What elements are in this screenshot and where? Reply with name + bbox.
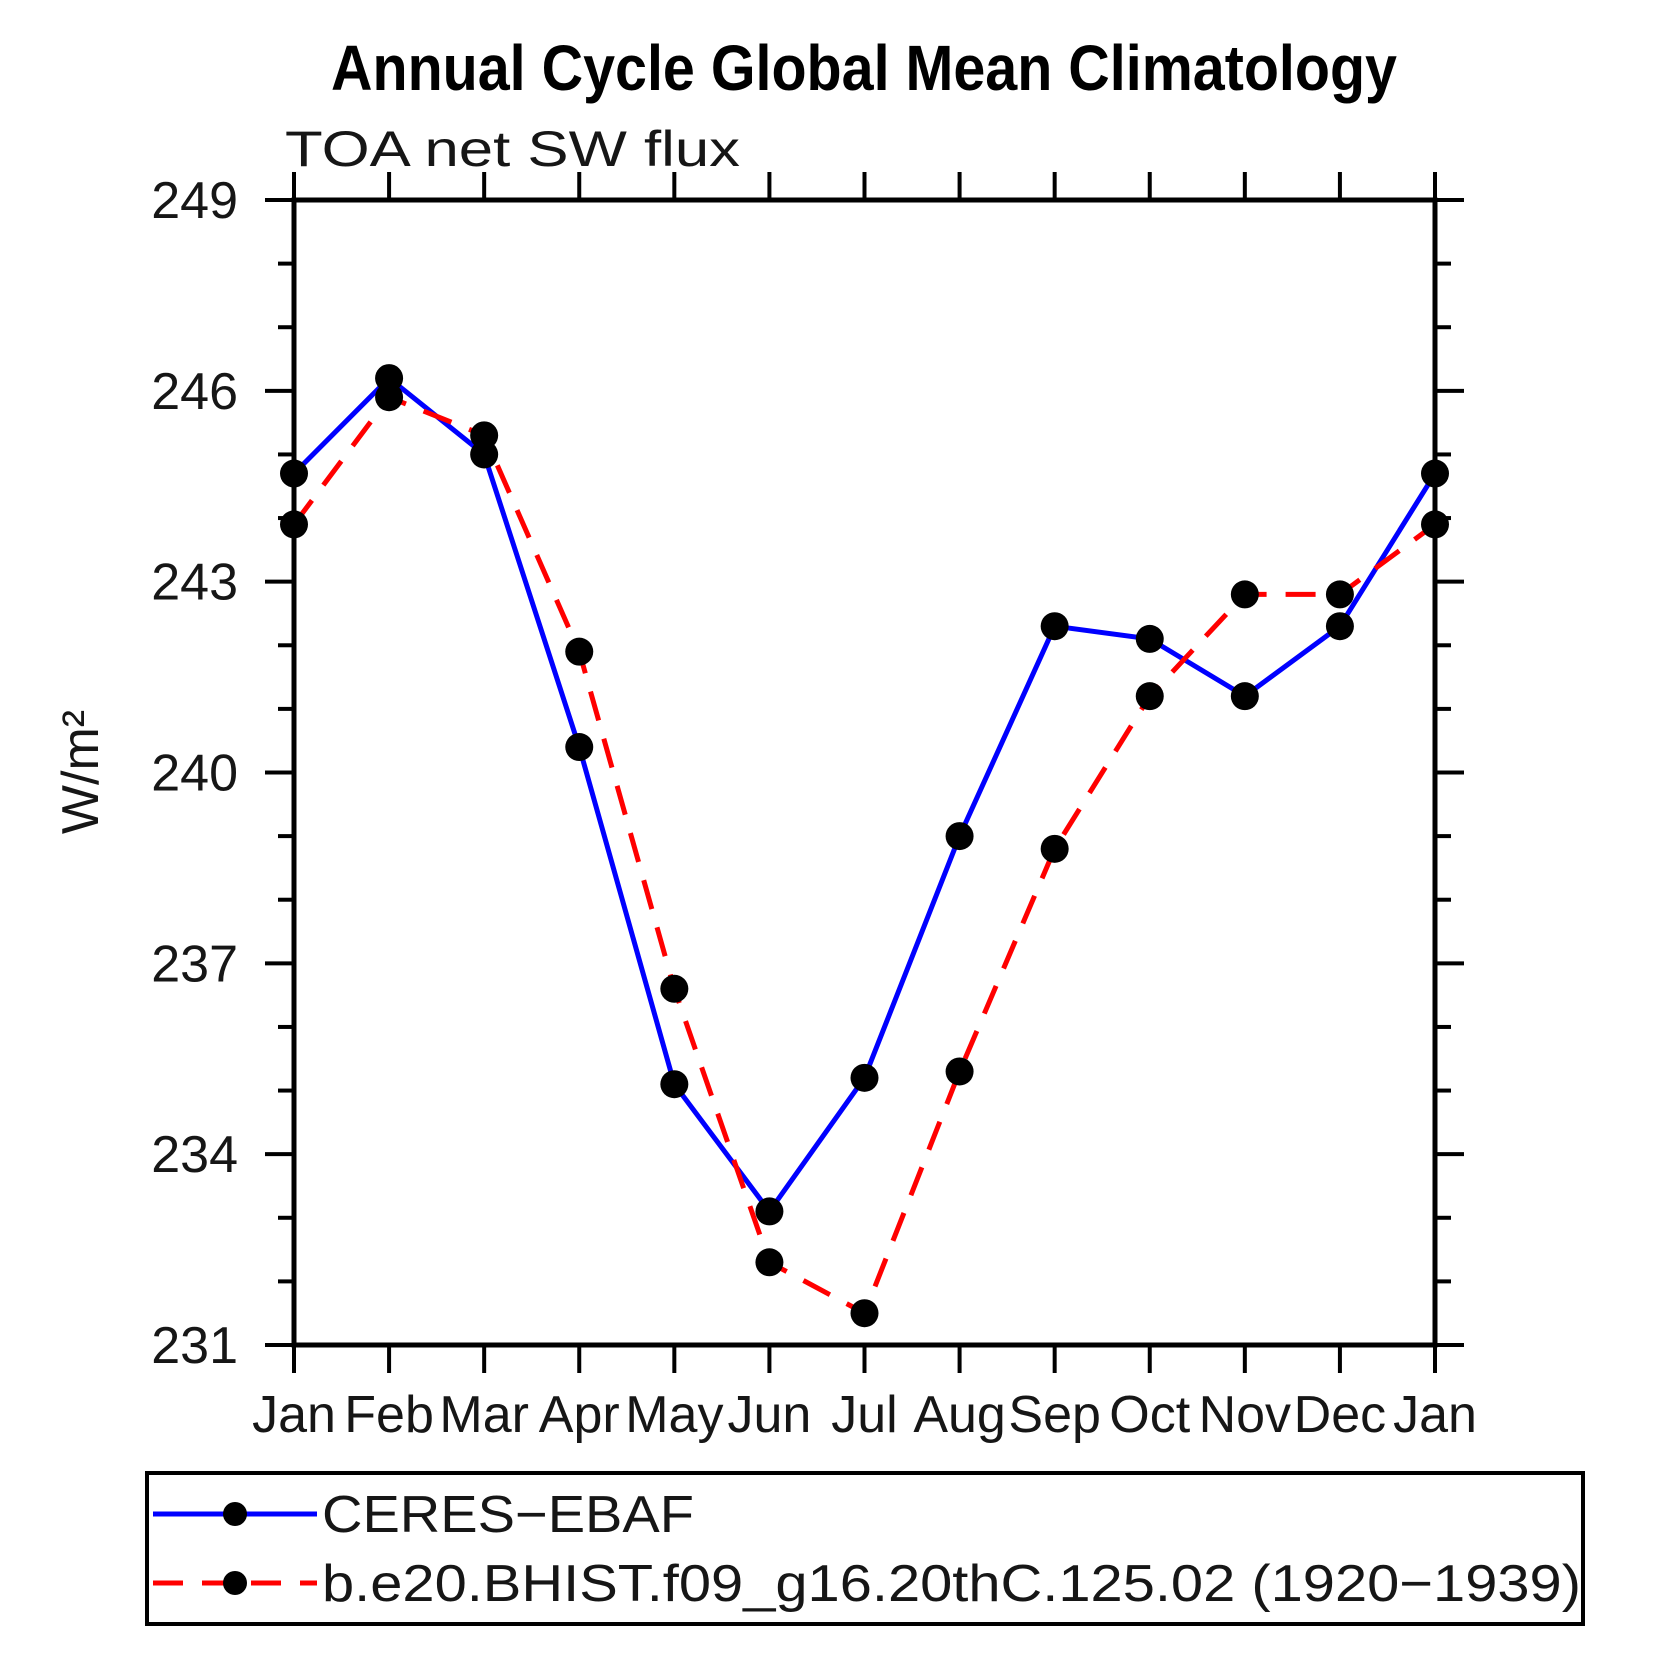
data-point-marker bbox=[565, 733, 594, 762]
data-point-marker bbox=[470, 421, 499, 450]
x-tick-label: Sep bbox=[1008, 1386, 1101, 1444]
legend: CERES−EBAF b.e20.BHIST.f09_g16.20thC.125.… bbox=[145, 1471, 1585, 1626]
x-tick-label: Apr bbox=[539, 1386, 620, 1444]
data-point-marker bbox=[1230, 682, 1259, 711]
x-tick-label: Aug bbox=[913, 1386, 1006, 1444]
x-tick-label: May bbox=[625, 1386, 723, 1444]
chart-title: Annual Cycle Global Mean Climatology bbox=[331, 32, 1397, 104]
data-point-marker bbox=[1135, 682, 1164, 711]
data-point-marker bbox=[850, 1299, 879, 1328]
series-line bbox=[291, 394, 1437, 1317]
data-point-marker bbox=[280, 459, 308, 488]
data-point-marker bbox=[1135, 624, 1164, 653]
legend-label: b.e20.BHIST.f09_g16.20thC.125.02 (1920−1… bbox=[322, 1555, 1581, 1613]
data-point-marker bbox=[1325, 580, 1354, 609]
data-point-marker bbox=[660, 974, 689, 1003]
x-tick-label: Jul bbox=[831, 1386, 897, 1444]
data-point-marker bbox=[945, 822, 974, 851]
y-tick-label: 231 bbox=[151, 1317, 238, 1375]
data-series bbox=[280, 364, 1449, 1328]
chart-subtitle: TOA net SW flux bbox=[285, 121, 740, 177]
data-point-marker bbox=[1040, 834, 1069, 863]
data-point-marker bbox=[1040, 612, 1069, 641]
y-tick-label: 240 bbox=[151, 745, 238, 803]
x-tick-label: Jun bbox=[727, 1386, 811, 1444]
legend-marker bbox=[223, 1502, 247, 1526]
plot-frame bbox=[291, 197, 1438, 1348]
y-axis-label: W/m² bbox=[52, 710, 110, 834]
legend-label: CERES−EBAF bbox=[322, 1486, 694, 1544]
y-tick-label: 237 bbox=[151, 935, 238, 993]
data-point-marker bbox=[755, 1197, 784, 1226]
data-point-marker bbox=[755, 1248, 784, 1277]
y-tick-label: 246 bbox=[151, 363, 238, 421]
x-tick-label: Feb bbox=[344, 1386, 434, 1444]
y-tick-label: 249 bbox=[151, 172, 238, 230]
data-point-marker bbox=[850, 1063, 879, 1092]
data-point-marker bbox=[1421, 510, 1449, 539]
data-point-marker bbox=[1230, 580, 1259, 609]
x-tick-label: Jan bbox=[252, 1386, 336, 1444]
y-tick-label: 243 bbox=[151, 554, 238, 612]
axis-ticks bbox=[265, 172, 1464, 1373]
x-tick-label: Mar bbox=[439, 1386, 529, 1444]
legend-marker bbox=[223, 1571, 247, 1595]
x-tick-label: Oct bbox=[1109, 1386, 1190, 1444]
data-point-marker bbox=[945, 1057, 974, 1086]
data-point-marker bbox=[1421, 459, 1449, 488]
y-tick-label: 234 bbox=[151, 1126, 238, 1184]
x-tick-label: Dec bbox=[1294, 1386, 1386, 1444]
legend-box bbox=[145, 1471, 1585, 1626]
data-point-marker bbox=[280, 510, 308, 539]
data-point-marker bbox=[375, 383, 404, 412]
data-point-marker bbox=[660, 1070, 689, 1099]
data-point-marker bbox=[1325, 612, 1354, 641]
data-point-marker bbox=[565, 637, 594, 666]
x-tick-label: Nov bbox=[1199, 1386, 1291, 1444]
x-tick-label: Jan bbox=[1393, 1386, 1477, 1444]
